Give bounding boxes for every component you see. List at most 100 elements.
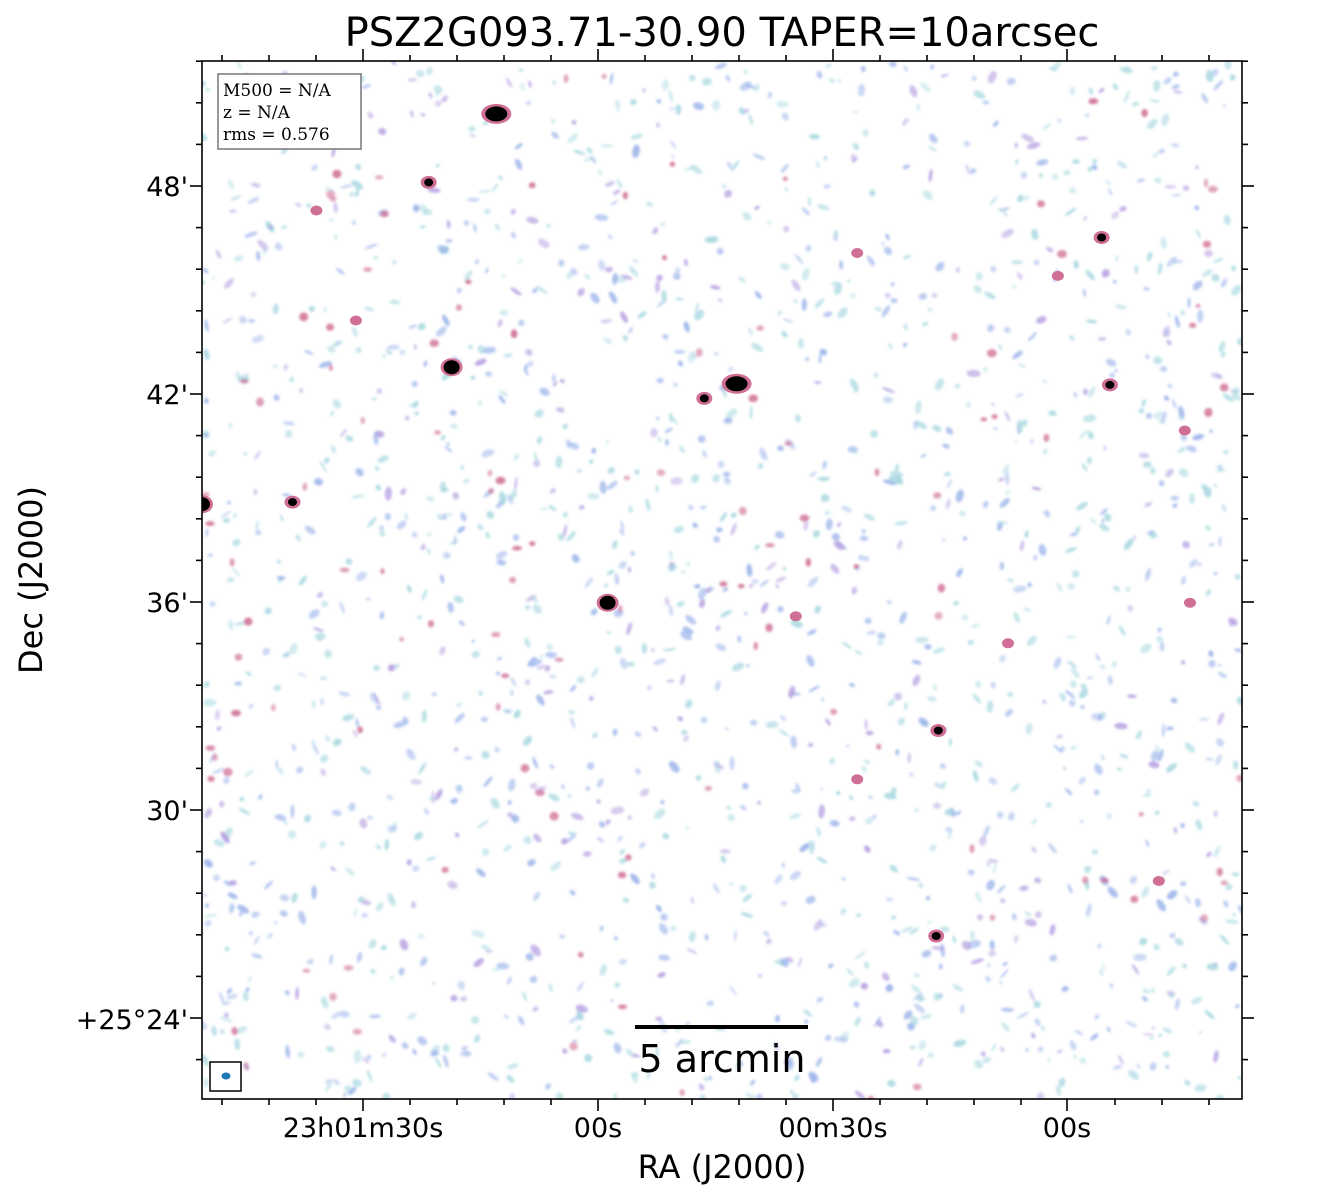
noise-blob [873,372,879,379]
noise-blob [835,790,841,796]
noise-blob [666,679,675,683]
noise-blob [421,710,427,723]
noise-blob [749,405,753,420]
noise-blob [701,77,712,86]
noise-blob [567,710,576,715]
noise-blob [662,333,669,340]
noise-blob [477,523,484,531]
noise-blob [1083,216,1088,221]
noise-blob [320,698,324,706]
noise-blob [846,968,854,976]
noise-blob [654,808,666,820]
noise-blob [998,344,1002,351]
noise-blob [533,833,542,843]
noise-blob [647,685,652,690]
noise-blob [1042,448,1048,455]
noise-blob [837,307,848,319]
noise-blob [1125,1020,1138,1028]
noise-blob [823,311,833,318]
noise-blob [386,344,400,350]
noise-blob [754,205,760,210]
noise-speckle [205,521,215,527]
noise-speckle [488,488,494,494]
noise-blob [474,1034,481,1043]
noise-blob [523,735,532,746]
noise-blob [808,685,821,693]
noise-blob [375,901,384,912]
noise-blob [1162,869,1171,875]
noise-blob [1048,410,1057,417]
noise-blob [1206,851,1212,858]
noise-blob [735,1063,742,1072]
noise-blob [1149,99,1161,103]
noise-blob [1119,753,1129,759]
noise-blob [1223,900,1229,908]
noise-blob [620,520,625,530]
noise-blob [614,100,621,108]
noise-blob [812,530,820,538]
noise-blob [484,208,491,215]
noise-blob [1180,660,1186,665]
noise-blob [442,1054,449,1068]
noise-blob [816,71,823,79]
noise-blob [351,494,365,499]
noise-blob [1201,93,1209,104]
noise-blob [227,892,238,900]
noise-blob [435,100,442,107]
noise-blob [805,895,816,904]
noise-blob [213,839,225,847]
noise-blob [782,318,794,323]
noise-blob [907,752,911,764]
noise-blob [683,735,690,742]
noise-blob [1162,1027,1173,1034]
noise-blob [441,95,449,103]
noise-blob [373,255,378,260]
noise-blob [1192,801,1200,807]
noise-blob [1056,582,1063,592]
noise-blob [441,513,448,521]
noise-blob [1213,1050,1219,1063]
noise-blob [211,276,216,281]
noise-blob [1067,583,1075,590]
noise-blob [377,455,389,463]
noise-blob [232,512,238,519]
noise-blob [715,643,727,651]
noise-blob [203,914,217,918]
noise-blob [929,844,937,852]
noise-blob [1196,309,1204,323]
noise-blob [203,348,210,361]
noise-blob [603,1029,615,1036]
noise-blob [258,794,263,800]
noise-blob [1166,339,1172,346]
noise-blob [379,530,386,537]
noise-blob [1070,680,1077,688]
noise-blob [660,913,668,921]
noise-blob [414,411,419,416]
noise-blob [864,961,870,969]
noise-blob [566,272,573,280]
noise-blob [421,208,433,216]
noise-blob [1220,351,1226,358]
noise-blob [1147,119,1158,130]
noise-speckle [969,844,975,853]
noise-blob [211,1025,217,1037]
noise-blob [618,958,628,965]
m500-label: M500 = N/A [223,81,332,101]
noise-blob [1114,722,1128,730]
noise-blob [471,639,475,643]
noise-blob [1006,77,1016,86]
noise-blob [251,911,260,918]
noise-blob [984,291,996,300]
noise-blob [512,534,520,541]
noise-blob [384,839,390,851]
noise-blob [1112,83,1119,90]
noise-speckle [205,745,216,751]
noise-speckle [577,951,584,958]
noise-blob [368,1014,382,1019]
noise-blob [909,772,914,777]
noise-blob [997,208,1007,214]
noise-blob [895,749,900,756]
noise-blob [664,427,673,433]
noise-blob [223,777,230,785]
noise-blob [803,1009,812,1017]
